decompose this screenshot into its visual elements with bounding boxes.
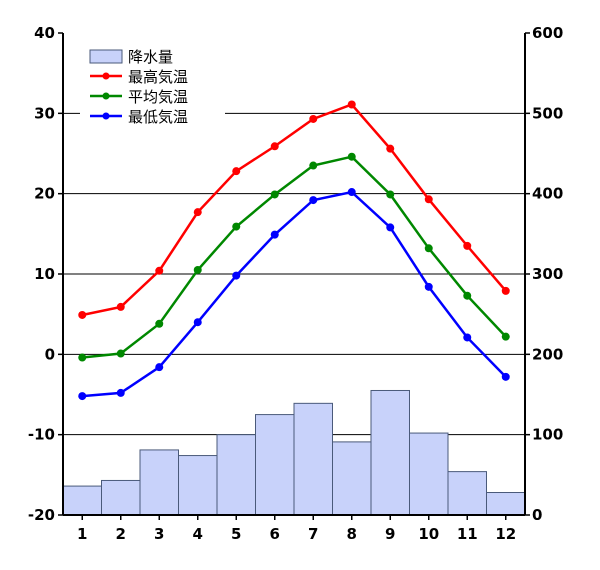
precip-bar-2 xyxy=(101,479,141,516)
legend-marker-2 xyxy=(102,112,110,120)
series-1-point-12 xyxy=(501,332,510,341)
x-tick-label: 10 xyxy=(418,525,439,543)
series-1-point-6 xyxy=(270,190,279,199)
legend-swatch-precipitation xyxy=(89,49,123,64)
series-2-point-12 xyxy=(501,372,510,381)
precip-bar-10 xyxy=(409,432,449,516)
precip-bar-9 xyxy=(370,389,410,516)
series-2-point-9 xyxy=(386,223,395,232)
series-line-0 xyxy=(81,103,507,317)
series-0-point-5 xyxy=(232,167,241,176)
x-tick-label: 1 xyxy=(77,525,87,543)
precip-bar-1 xyxy=(62,485,102,516)
precip-bar-6 xyxy=(255,414,295,516)
series-1-point-11 xyxy=(463,291,472,300)
series-2-point-11 xyxy=(463,333,472,342)
x-tick-label: 5 xyxy=(231,525,241,543)
series-0-point-10 xyxy=(424,195,433,204)
series-2-point-6 xyxy=(270,230,279,239)
series-1-point-8 xyxy=(347,152,356,161)
y-left-tick-label: -20 xyxy=(28,506,55,524)
y-right-tick-label: 100 xyxy=(532,426,563,444)
series-0-point-8 xyxy=(347,100,356,109)
legend-label-0: 最高気温 xyxy=(128,68,188,86)
series-2-point-1 xyxy=(78,392,87,401)
series-0-point-2 xyxy=(116,302,125,311)
y-left-tick-label: 30 xyxy=(34,104,55,122)
legend-label-2: 最低気温 xyxy=(128,108,188,126)
x-tick-label: 8 xyxy=(347,525,357,543)
series-1-point-2 xyxy=(116,349,125,358)
y-right-tick-label: 400 xyxy=(532,185,563,203)
x-tick-label: 11 xyxy=(457,525,478,543)
series-2-point-3 xyxy=(155,363,164,372)
x-tick-label: 6 xyxy=(270,525,280,543)
x-tick-label: 2 xyxy=(116,525,126,543)
x-tick-label: 4 xyxy=(193,525,203,543)
series-0-point-9 xyxy=(386,144,395,153)
series-0-point-3 xyxy=(155,266,164,275)
y-left-tick-label: 10 xyxy=(34,265,55,283)
y-left-tick-label: 20 xyxy=(34,185,55,203)
x-tick-label: 9 xyxy=(385,525,395,543)
temperature-lines xyxy=(78,100,510,401)
legend-marker-0 xyxy=(102,72,110,80)
series-2-point-2 xyxy=(116,388,125,397)
precip-bar-12 xyxy=(486,492,526,516)
y-right-tick-label: 300 xyxy=(532,265,563,283)
precip-bar-4 xyxy=(178,455,218,516)
series-2-point-5 xyxy=(232,271,241,280)
y-left-tick-label: 40 xyxy=(34,24,55,42)
legend-marker-1 xyxy=(102,92,110,100)
precip-bar-5 xyxy=(216,434,256,516)
precip-bar-3 xyxy=(139,449,179,516)
series-1-point-5 xyxy=(232,222,241,231)
series-0-point-12 xyxy=(501,286,510,295)
series-1-point-7 xyxy=(309,161,318,170)
precipitation-bars xyxy=(62,389,526,516)
y-right-tick-label: 500 xyxy=(532,104,563,122)
series-1-point-9 xyxy=(386,190,395,199)
series-1-point-1 xyxy=(78,353,87,362)
x-tick-label: 3 xyxy=(154,525,164,543)
series-2-point-7 xyxy=(309,196,318,205)
series-1-point-4 xyxy=(193,265,202,274)
series-0-point-6 xyxy=(270,142,279,151)
series-0-point-1 xyxy=(78,310,87,319)
y-left-tick-label: 0 xyxy=(45,345,55,363)
series-1-point-10 xyxy=(424,244,433,253)
legend-label-1: 平均気温 xyxy=(128,88,188,106)
x-tick-label: 12 xyxy=(495,525,516,543)
series-line-1 xyxy=(82,155,507,359)
series-2-point-8 xyxy=(347,188,356,197)
series-0-point-11 xyxy=(463,241,472,250)
series-1-point-3 xyxy=(155,319,164,328)
series-2-point-10 xyxy=(424,282,433,291)
series-2-point-4 xyxy=(193,318,202,327)
legend-label-precipitation: 降水量 xyxy=(128,48,173,66)
precip-bar-7 xyxy=(293,402,333,516)
precip-bar-11 xyxy=(447,471,487,516)
y-right-tick-label: 600 xyxy=(532,24,563,42)
series-line-2 xyxy=(82,190,507,398)
precip-bar-8 xyxy=(332,441,372,516)
y-right-tick-label: 200 xyxy=(532,345,563,363)
series-0-point-7 xyxy=(309,114,318,123)
series-0-point-4 xyxy=(193,208,202,217)
y-left-tick-label: -10 xyxy=(28,426,55,444)
x-tick-label: 7 xyxy=(308,525,318,543)
y-right-tick-label: 0 xyxy=(532,506,542,524)
